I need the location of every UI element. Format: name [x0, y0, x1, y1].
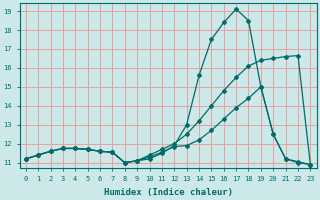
X-axis label: Humidex (Indice chaleur): Humidex (Indice chaleur) — [104, 188, 233, 197]
